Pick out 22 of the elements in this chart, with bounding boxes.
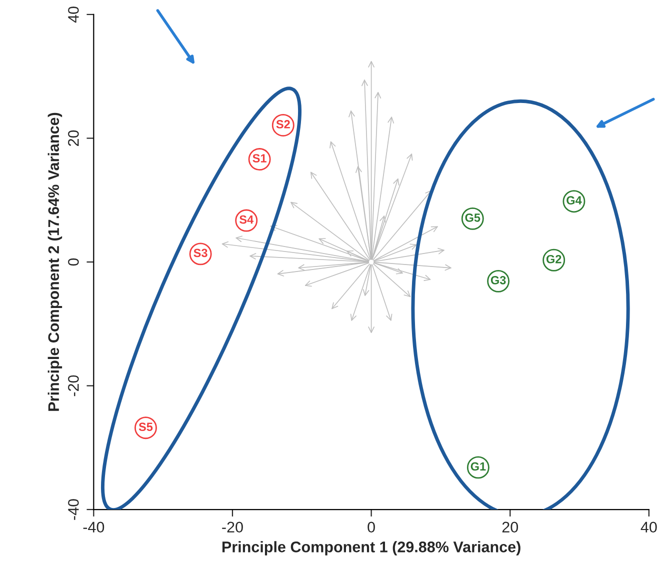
annotation: S2 — [276, 120, 290, 128]
annotation: S4 — [239, 215, 254, 224]
annotation: G5 — [465, 213, 480, 222]
x-tick-label: -40 — [83, 522, 104, 533]
x-tick-label: 20 — [502, 522, 518, 533]
x-axis-title: Principle Component 1 (29.88% Variance) — [222, 541, 520, 556]
y-tick-label: 0 — [68, 258, 79, 266]
y-axis-title: Principle Component 2 (17.64% Variance) — [48, 112, 62, 411]
annotation: S3 — [194, 248, 208, 258]
x-tick-label: -20 — [222, 522, 243, 533]
annotation: S5 — [138, 422, 153, 432]
annotation: G4 — [566, 196, 582, 205]
y-tick-label: 40 — [68, 6, 79, 23]
annotation: G1 — [470, 462, 486, 471]
annotation: G2 — [546, 254, 562, 264]
y-tick-label: 20 — [68, 130, 79, 146]
y-tick-label: -20 — [68, 375, 79, 396]
y-tick-label: -40 — [68, 499, 79, 520]
x-tick-label: 40 — [640, 522, 657, 533]
x-tick-label: 0 — [368, 522, 375, 533]
annotation: S1 — [252, 154, 266, 162]
annotation: G3 — [490, 276, 506, 284]
